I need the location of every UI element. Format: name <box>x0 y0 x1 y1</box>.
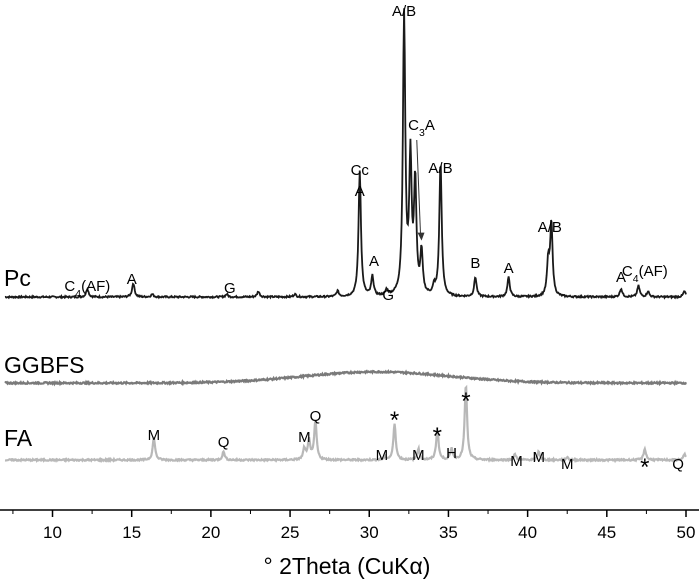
x-tick-label: 45 <box>597 523 616 542</box>
x-tick-label: 30 <box>360 523 379 542</box>
peak-label: * <box>390 407 399 434</box>
peak-label: M <box>561 456 574 473</box>
peak-label: A/B <box>392 3 416 20</box>
c3a-arrowhead <box>417 232 425 241</box>
x-tick-label: 20 <box>201 523 220 542</box>
peak-label: M <box>412 447 425 464</box>
peak-label: M <box>376 447 389 464</box>
peak-label: A <box>616 269 626 286</box>
x-tick-label: 15 <box>122 523 141 542</box>
peak-label: A <box>127 271 137 288</box>
series-name-fa: FA <box>4 425 33 451</box>
series-line-ggbfs <box>4 369 688 387</box>
c3a-arrow <box>416 139 422 235</box>
peak-label: Q <box>672 456 684 473</box>
peak-label: Q <box>310 408 322 425</box>
peak-label: G <box>382 287 394 304</box>
x-axis-title: ° 2Theta (CuKα) <box>264 553 431 579</box>
peak-label: * <box>461 388 470 415</box>
peak-label: M <box>510 453 523 470</box>
x-tick-label: 25 <box>281 523 300 542</box>
series-name-pc: Pc <box>4 265 31 291</box>
series-line-pc <box>4 8 687 300</box>
peak-label: A/B <box>538 219 562 236</box>
series-name-ggbfs: GGBFS <box>4 352 85 378</box>
peak-label: H <box>446 445 457 462</box>
peak-label: A <box>369 253 379 270</box>
x-tick-label: 50 <box>677 523 696 542</box>
peak-label: G <box>224 280 236 297</box>
plot-area <box>4 8 688 464</box>
x-tick-label: 10 <box>43 523 62 542</box>
peak-label: C3A <box>408 117 435 139</box>
x-tick-label: 35 <box>439 523 458 542</box>
peak-label: M <box>298 429 311 446</box>
x-axis: 10 15 20 25 30 35 40 45 50 <box>0 509 699 542</box>
peak-label: C4(AF) <box>622 263 668 285</box>
peak-label: A <box>504 260 514 277</box>
x-tick-label: 40 <box>518 523 537 542</box>
peak-label: Q <box>218 434 230 451</box>
peak-label: * <box>640 454 649 481</box>
peak-label: * <box>433 423 442 450</box>
peak-label: A/B <box>428 160 452 177</box>
peak-label: Cc <box>351 162 370 179</box>
peak-label: A <box>355 183 365 200</box>
series-line-fa <box>4 384 687 464</box>
peak-label: M <box>148 427 161 444</box>
peak-label: B <box>470 255 480 272</box>
peak-label: M <box>532 449 545 466</box>
